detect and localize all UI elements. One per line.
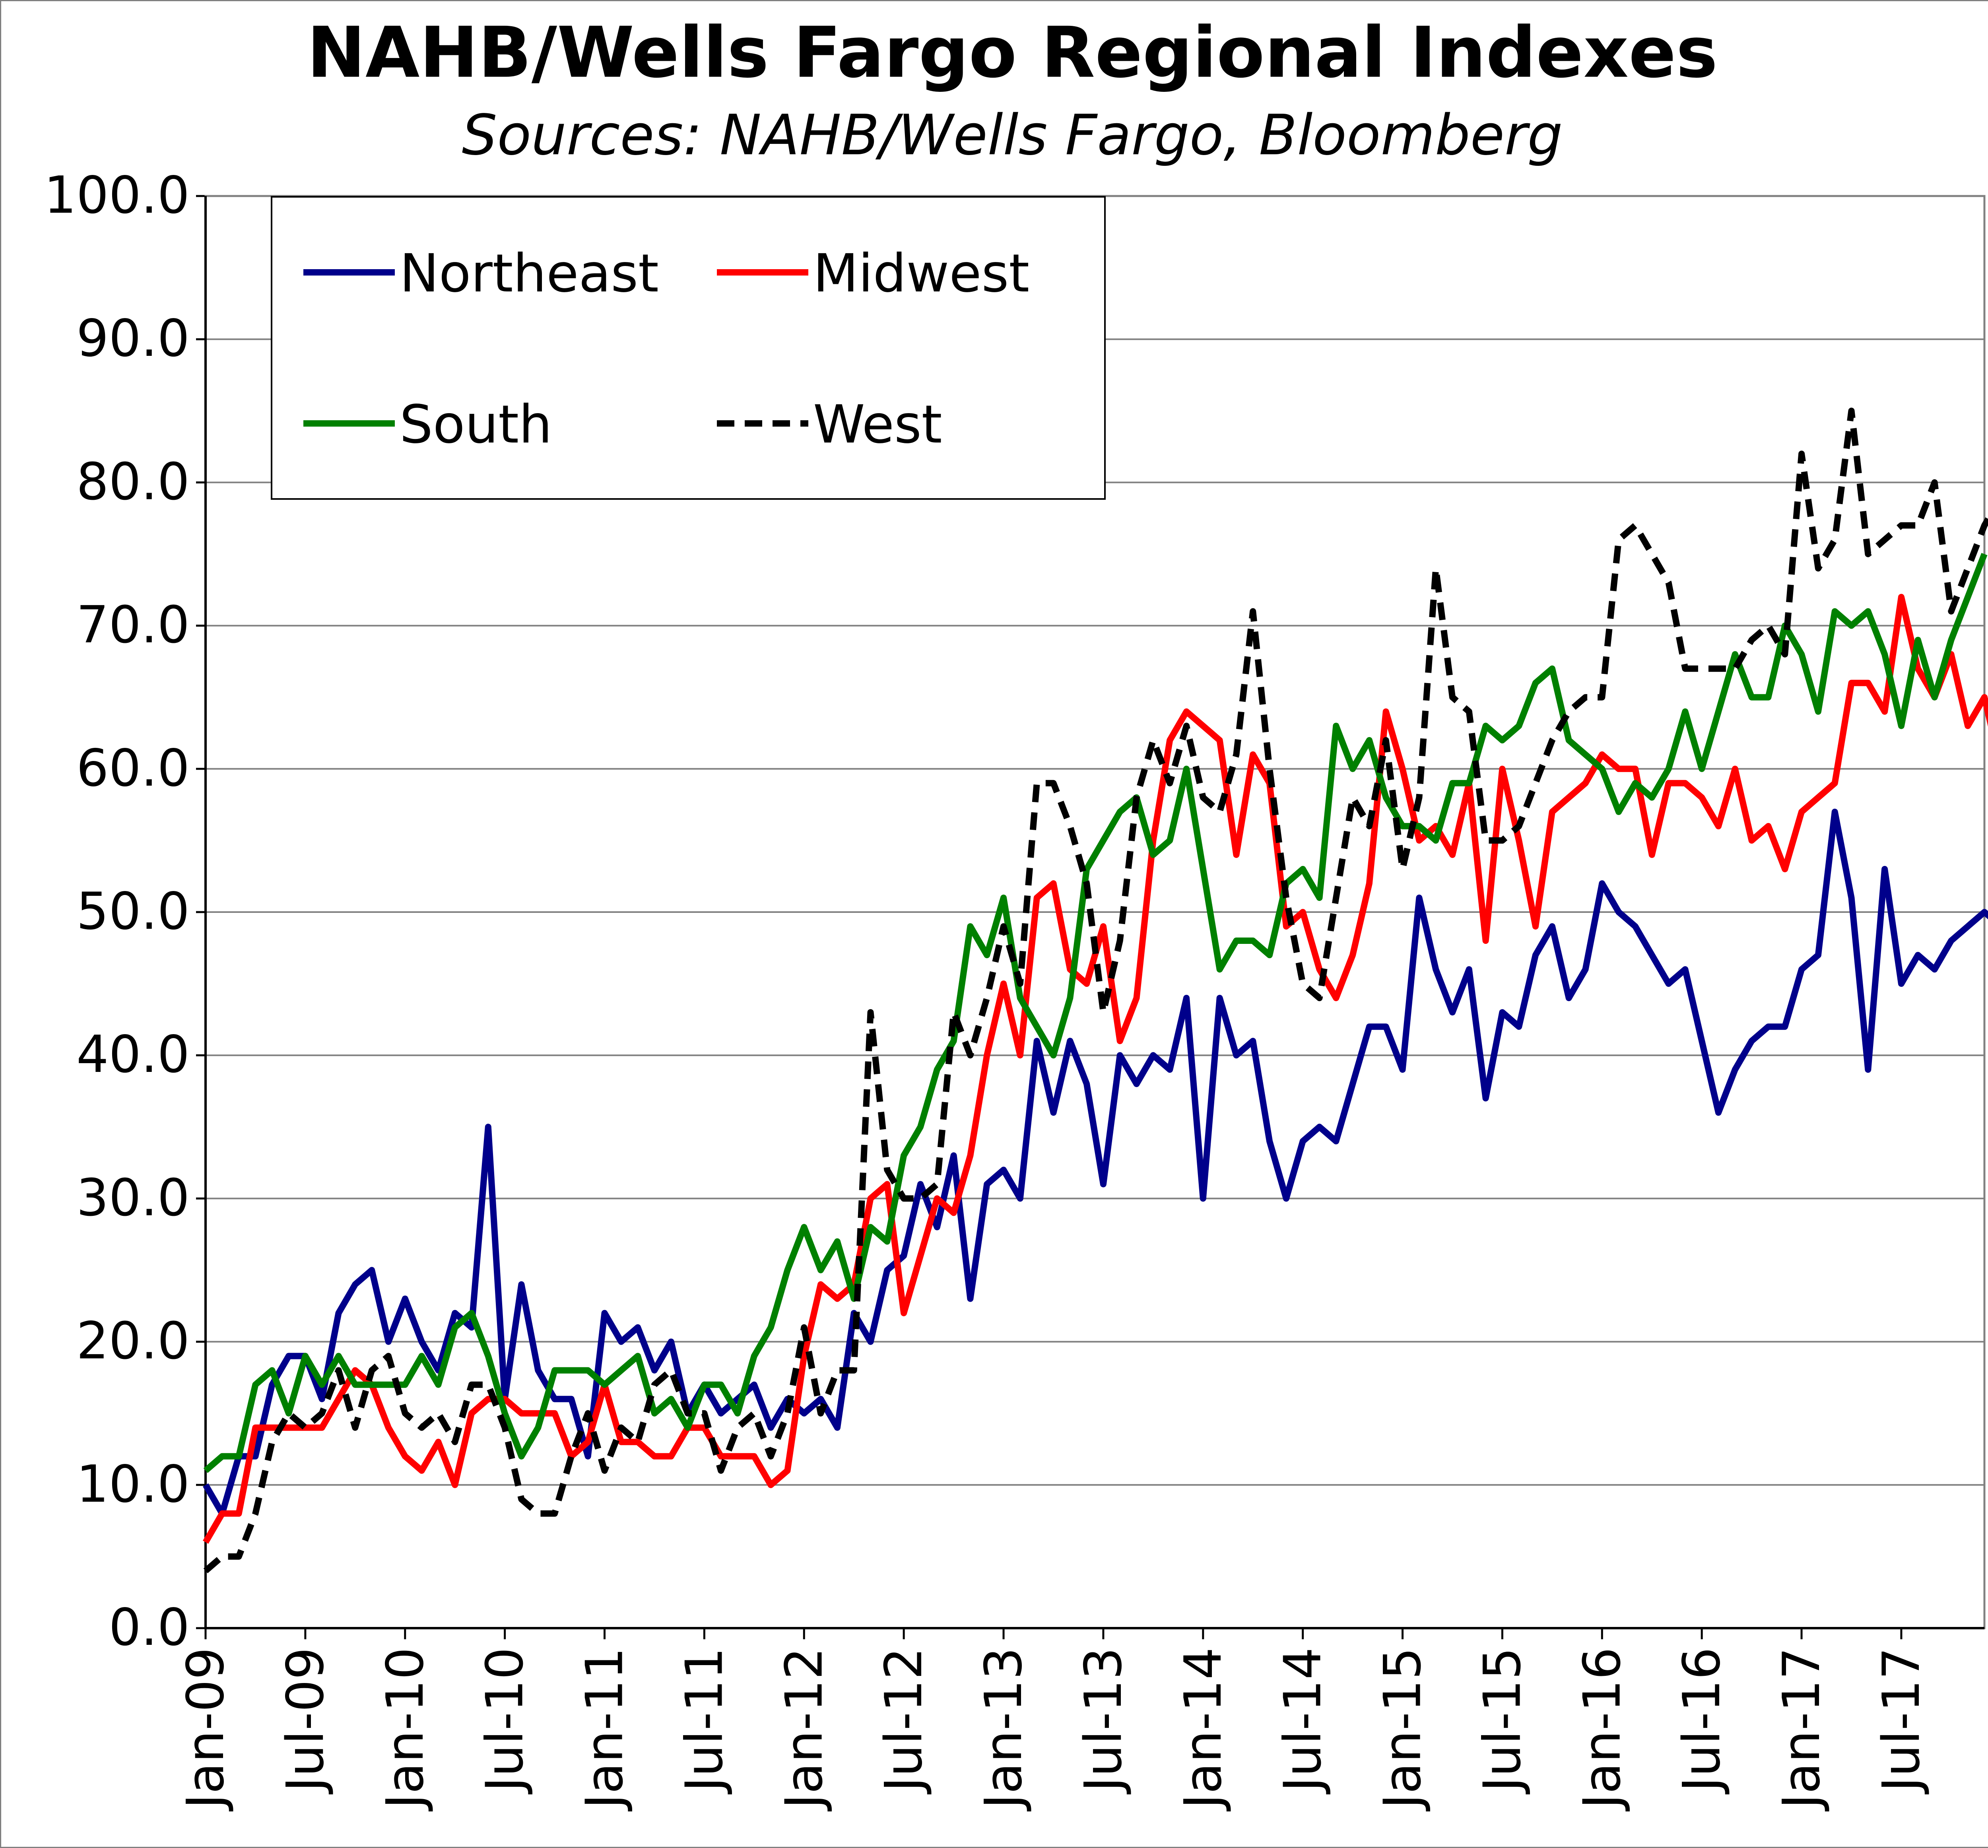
chart-title: NAHB/Wells Fargo Regional Indexes	[307, 12, 1718, 93]
legend-label-northeast: Northeast	[400, 243, 659, 304]
series-line-south	[203, 553, 1988, 1473]
series-line-northeast	[203, 808, 1988, 1517]
legend-box	[271, 196, 1106, 500]
x-tick-label: Jul-10	[476, 1647, 535, 1795]
y-tick-label: 100.0	[44, 166, 190, 225]
x-tick-label: Jul-16	[1672, 1647, 1732, 1795]
x-tick-label: Jul-09	[276, 1647, 335, 1795]
x-tick-label: Jul-14	[1274, 1647, 1333, 1795]
x-tick-label: Jan-12	[775, 1647, 834, 1811]
legend-label-west: West	[813, 394, 942, 455]
y-tick-label: 70.0	[76, 596, 190, 655]
x-tick-label: Jan-14	[1174, 1647, 1233, 1811]
y-tick-label: 80.0	[76, 452, 190, 511]
x-tick-label: Jan-15	[1373, 1647, 1433, 1811]
x-tick-label: Jul-15	[1473, 1647, 1532, 1795]
series-line-west	[203, 408, 1988, 1573]
x-tick-label: Jan-09	[176, 1647, 235, 1811]
y-tick-label: 10.0	[76, 1455, 190, 1514]
x-tick-label: Jul-11	[675, 1647, 734, 1795]
y-tick-label: 30.0	[76, 1168, 190, 1227]
y-tick-label: 50.0	[76, 882, 190, 941]
x-tick-label: Jul-13	[1074, 1647, 1133, 1795]
legend-label-midwest: Midwest	[813, 243, 1029, 304]
x-tick-label: Jan-10	[376, 1647, 435, 1811]
x-tick-label: Jul-12	[874, 1647, 934, 1795]
y-tick-label: 0.0	[109, 1598, 190, 1657]
legend: Northeast Midwest South West	[271, 196, 1106, 500]
x-tick-label: Jan-13	[974, 1647, 1033, 1811]
y-tick-label: 20.0	[76, 1312, 190, 1371]
x-tick-label: Jan-16	[1573, 1647, 1632, 1811]
y-tick-label: 90.0	[76, 309, 190, 368]
legend-label-south: South	[400, 394, 552, 455]
x-tick-label: Jul-17	[1872, 1647, 1931, 1795]
chart-subtitle: Sources: NAHB/Wells Fargo, Bloomberg	[462, 103, 1563, 168]
series-line-midwest	[203, 594, 1988, 1544]
y-tick-label: 40.0	[76, 1025, 190, 1084]
x-tick-label: Jan-17	[1772, 1647, 1831, 1811]
y-tick-label: 60.0	[76, 739, 190, 798]
x-tick-label: Jan-11	[575, 1647, 635, 1811]
